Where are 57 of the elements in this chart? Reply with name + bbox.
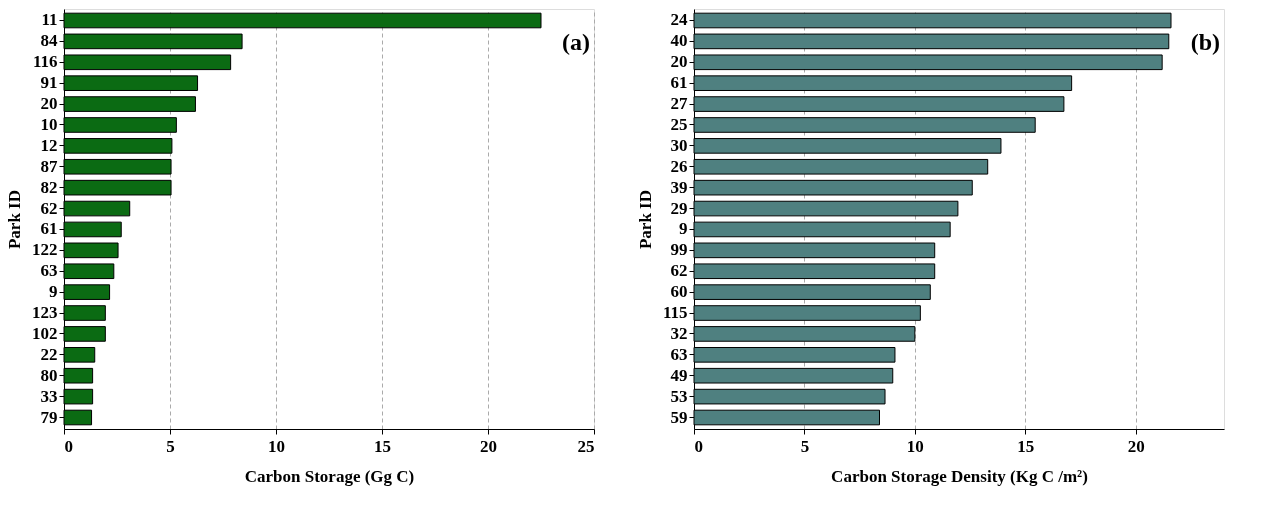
y-tick-label: 20	[40, 94, 58, 114]
y-tick-label: 63	[40, 261, 58, 281]
x-axis-title: Carbon Storage Density (Kg C /m²)	[831, 466, 1088, 486]
y-tick-label: 122	[32, 240, 58, 260]
y-tick-label: 27	[670, 94, 688, 114]
y-tick-label: 9	[679, 219, 688, 239]
y-tick-label: 91	[40, 73, 58, 93]
y-tick-label: 22	[40, 344, 58, 364]
x-tick-label: 10	[268, 436, 285, 456]
y-tick-label: 24	[670, 10, 688, 30]
x-tick-label: 5	[166, 436, 175, 456]
y-tick-label: 87	[40, 156, 58, 176]
y-tick-label: 116	[32, 52, 58, 72]
y-tick-label: 102	[32, 323, 58, 343]
x-tick-label: 10	[906, 436, 924, 456]
y-tick-label: 26	[670, 156, 688, 176]
y-axis-title: Park ID	[635, 189, 655, 250]
y-tick-label: 61	[40, 219, 58, 239]
y-tick-label: 20	[670, 52, 688, 72]
y-axis-title: Park ID	[5, 189, 24, 250]
y-tick-label: 11	[41, 10, 58, 30]
x-tick-label: 0	[64, 436, 73, 456]
annotation: (a)	[562, 29, 590, 55]
y-tick-label: 61	[670, 73, 688, 93]
y-tick-label: 99	[670, 240, 688, 260]
y-tick-label: 33	[40, 386, 58, 406]
y-tick-label: 123	[32, 303, 58, 323]
y-tick-label: 80	[40, 365, 58, 385]
y-tick-label: 84	[40, 31, 58, 51]
y-tick-label: 49	[670, 365, 688, 385]
x-tick-label: 20	[1127, 436, 1145, 456]
x-tick-label: 5	[800, 436, 810, 456]
x-axis-title: Carbon Storage (Gg C)	[244, 466, 415, 486]
y-tick-label: 25	[670, 114, 688, 134]
y-tick-label: 39	[670, 177, 688, 197]
x-tick-label: 15	[1017, 436, 1035, 456]
y-tick-label: 29	[670, 198, 688, 218]
y-tick-label: 62	[670, 261, 688, 281]
y-tick-label: 32	[670, 323, 688, 343]
x-tick-label: 25	[577, 436, 595, 456]
y-tick-label: 40	[670, 31, 688, 51]
y-tick-label: 53	[670, 386, 688, 406]
x-tick-label: 15	[374, 436, 391, 456]
y-tick-label: 79	[40, 407, 58, 427]
y-tick-label: 59	[670, 407, 688, 427]
y-tick-label: 30	[670, 135, 688, 155]
x-tick-label: 0	[694, 436, 703, 456]
y-tick-label: 82	[40, 177, 58, 197]
x-tick-label: 20	[480, 436, 497, 456]
y-tick-label: 60	[670, 282, 688, 302]
y-tick-label: 10	[40, 114, 58, 134]
y-tick-label: 9	[49, 282, 58, 302]
y-tick-label: 63	[670, 344, 688, 364]
y-tick-label: 115	[662, 303, 688, 323]
y-tick-label: 12	[40, 135, 58, 155]
annotation: (b)	[1190, 29, 1220, 55]
y-tick-label: 62	[40, 198, 58, 218]
